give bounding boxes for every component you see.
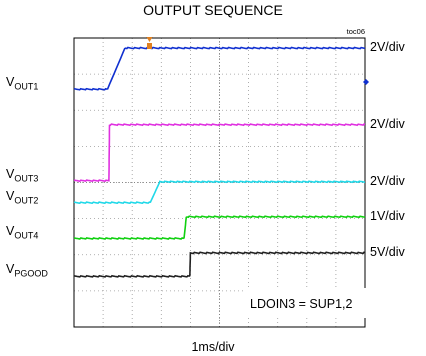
annotation: LDOIN3 = SUP1,2 (250, 297, 353, 311)
trace-out1 (73, 46, 366, 91)
label-out4: VOUT4 (6, 224, 39, 241)
trace-out4 (73, 215, 366, 240)
label-out1: VOUT1 (6, 75, 39, 92)
trace-pgood (73, 251, 366, 278)
label-out3: VOUT3 (6, 166, 39, 184)
label-pgood: VPGOOD (6, 262, 48, 279)
x-axis-label: 1ms/div (191, 340, 235, 354)
chart-title: OUTPUT SEQUENCE (143, 2, 283, 18)
scale-pgood: 5V/div (370, 244, 405, 259)
traces (73, 46, 366, 278)
annotation-box (246, 288, 366, 318)
label-out2: VOUT2 (6, 188, 39, 206)
ref-marker (363, 79, 369, 85)
scale-out1: 2V/div (370, 40, 405, 55)
scale-out4: 1V/div (370, 208, 405, 223)
plot-frame (73, 37, 366, 328)
figure-id: toc06 (347, 27, 365, 36)
trace-out3 (73, 123, 366, 183)
trigger-marker (146, 37, 153, 49)
scale-out2: 2V/div (370, 173, 405, 188)
trace-out2 (73, 180, 366, 205)
scale-out3: 2V/div (370, 116, 405, 131)
